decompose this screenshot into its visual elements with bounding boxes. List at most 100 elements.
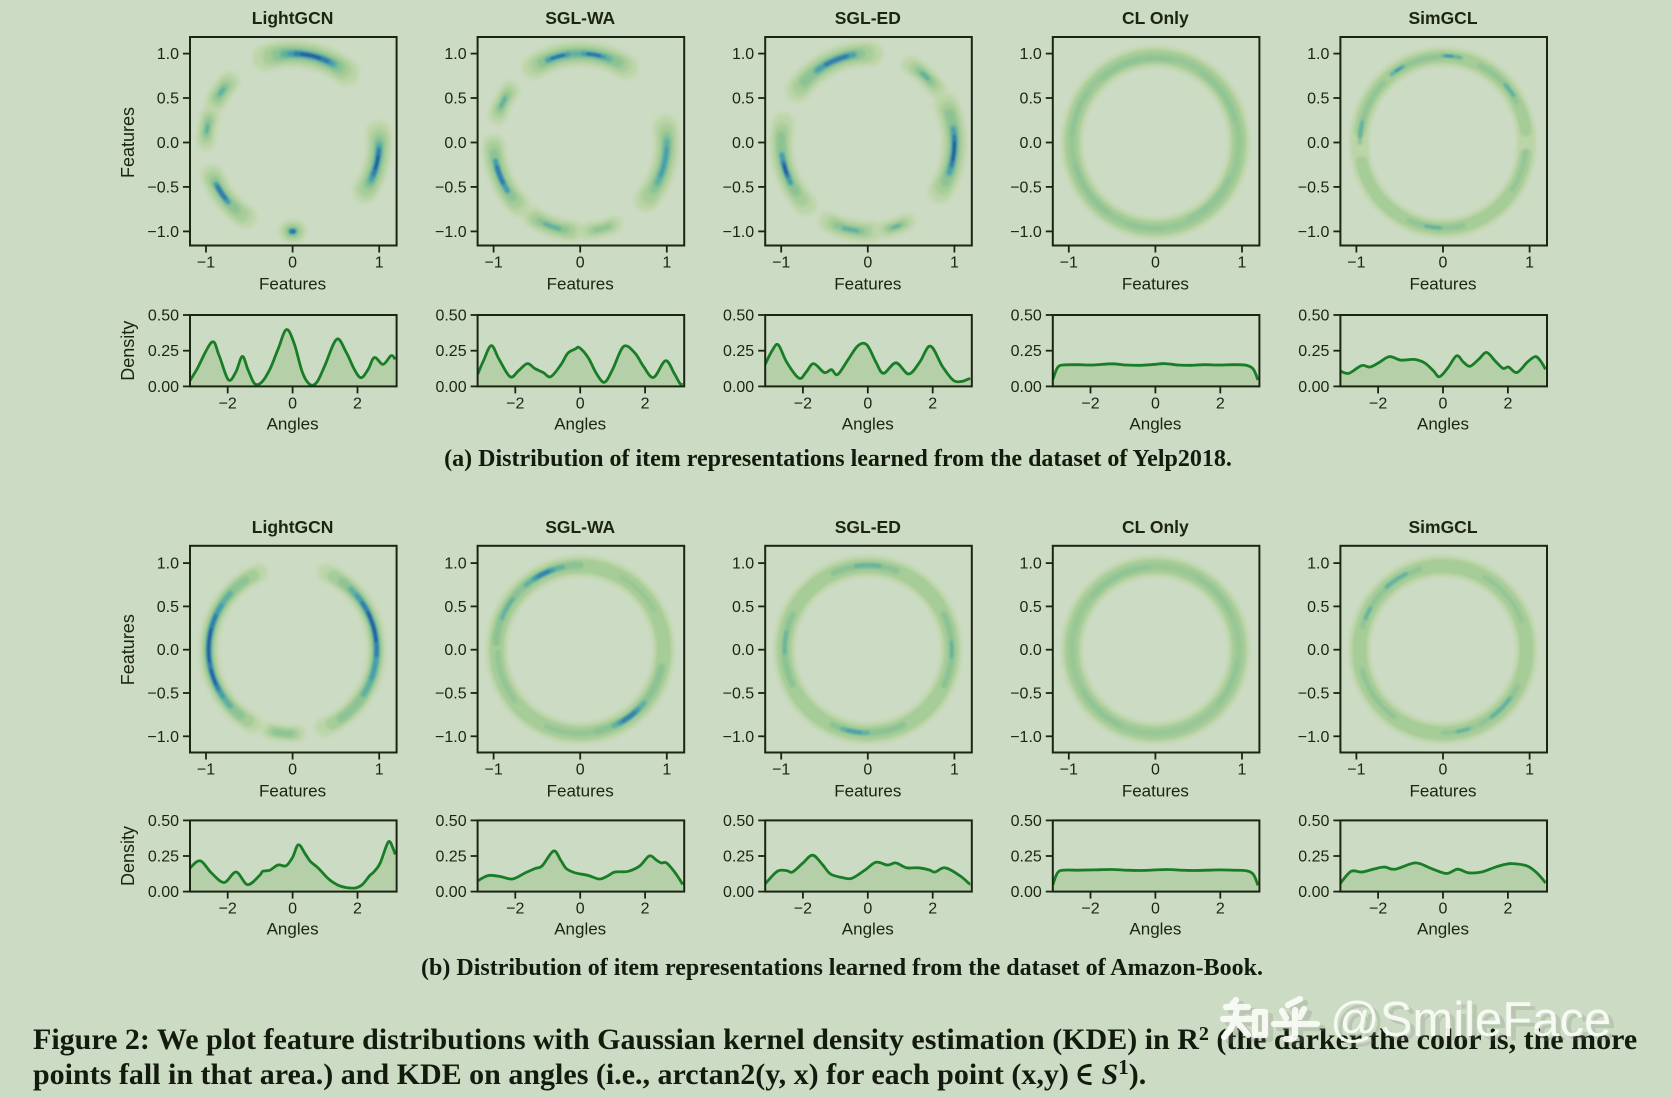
svg-text:1: 1 [1238,762,1247,779]
svg-text:0.5: 0.5 [444,599,466,616]
svg-text:2: 2 [641,901,650,918]
svg-text:0.00: 0.00 [723,379,754,396]
svg-text:0: 0 [576,762,585,779]
svg-text:−2: −2 [794,901,812,918]
svg-text:Angles: Angles [1129,920,1181,939]
svg-text:−0.5: −0.5 [435,179,467,196]
svg-text:0.25: 0.25 [1011,849,1042,866]
svg-text:1.0: 1.0 [732,46,754,63]
svg-text:(a) Distribution of item repre: (a) Distribution of item representations… [444,446,1232,472]
svg-text:0: 0 [863,762,872,779]
svg-text:2: 2 [1216,901,1225,918]
svg-text:−0.5: −0.5 [1010,179,1042,196]
svg-text:0.00: 0.00 [1011,379,1042,396]
svg-text:Features: Features [118,614,138,685]
svg-text:Features: Features [834,275,901,294]
svg-text:−1: −1 [772,255,790,272]
svg-text:0.50: 0.50 [1011,813,1042,830]
svg-text:−1.0: −1.0 [1298,729,1330,746]
svg-text:0: 0 [863,901,872,918]
svg-text:LightGCN: LightGCN [252,8,334,28]
svg-text:Features: Features [259,275,326,294]
svg-text:−0.5: −0.5 [435,686,467,703]
svg-text:CL Only: CL Only [1122,8,1189,28]
svg-text:−1.0: −1.0 [147,729,179,746]
svg-text:0.5: 0.5 [732,91,754,108]
svg-text:0.50: 0.50 [723,308,754,325]
svg-text:1: 1 [1238,255,1247,272]
svg-text:1: 1 [1525,762,1534,779]
svg-text:0.50: 0.50 [1298,308,1329,325]
svg-text:−2: −2 [506,395,524,412]
svg-text:0.00: 0.00 [723,884,754,901]
svg-text:−2: −2 [1369,901,1387,918]
svg-text:−1: −1 [197,762,215,779]
svg-text:0.50: 0.50 [148,308,179,325]
svg-text:SGL-ED: SGL-ED [835,517,901,537]
svg-text:1.0: 1.0 [444,46,466,63]
svg-text:−0.5: −0.5 [147,686,179,703]
svg-text:−1.0: −1.0 [435,224,467,241]
svg-text:−1: −1 [1060,762,1078,779]
svg-text:0.0: 0.0 [732,135,754,152]
svg-text:0: 0 [863,255,872,272]
svg-text:−1.0: −1.0 [1010,729,1042,746]
svg-text:0.5: 0.5 [444,91,466,108]
svg-text:CL Only: CL Only [1122,517,1189,537]
svg-text:Angles: Angles [842,920,894,939]
svg-text:0.00: 0.00 [148,379,179,396]
svg-text:2: 2 [1216,395,1225,412]
svg-text:−0.5: −0.5 [147,179,179,196]
svg-text:−1: −1 [772,762,790,779]
svg-text:2: 2 [353,395,362,412]
svg-text:0: 0 [288,901,297,918]
svg-text:0.25: 0.25 [435,343,466,360]
svg-text:1.0: 1.0 [157,46,179,63]
svg-text:1: 1 [662,762,671,779]
svg-text:SGL-WA: SGL-WA [545,517,615,537]
svg-text:points fall in that area.) and: points fall in that area.) and KDE on an… [33,1058,1069,1091]
svg-text:2: 2 [1503,395,1512,412]
svg-text:−2: −2 [1081,901,1099,918]
svg-text:0: 0 [863,395,872,412]
svg-text:−1: −1 [1347,762,1365,779]
svg-text:−0.5: −0.5 [1010,686,1042,703]
svg-text:2: 2 [641,395,650,412]
svg-text:Angles: Angles [1417,920,1469,939]
svg-text:−1: −1 [484,762,502,779]
svg-text:−2: −2 [794,395,812,412]
svg-text:0.00: 0.00 [1011,884,1042,901]
svg-text:0.00: 0.00 [148,884,179,901]
svg-text:Features: Features [834,782,901,801]
svg-text:Features: Features [259,782,326,801]
svg-text:Angles: Angles [842,414,894,433]
svg-text:0.0: 0.0 [444,135,466,152]
svg-text:0: 0 [576,395,585,412]
svg-text:0: 0 [1151,762,1160,779]
svg-text:Angles: Angles [554,414,606,433]
svg-text:0.0: 0.0 [157,642,179,659]
svg-text:1: 1 [662,255,671,272]
svg-text:0.25: 0.25 [148,343,179,360]
svg-text:0.00: 0.00 [435,884,466,901]
svg-text:0.25: 0.25 [723,849,754,866]
svg-text:1.0: 1.0 [1020,46,1042,63]
svg-text:2: 2 [353,901,362,918]
svg-text:1: 1 [375,762,384,779]
svg-text:−1.0: −1.0 [435,729,467,746]
svg-text:0.25: 0.25 [1011,343,1042,360]
svg-text:1.0: 1.0 [732,556,754,573]
svg-text:0: 0 [1151,255,1160,272]
svg-text:−2: −2 [506,901,524,918]
svg-text:0.5: 0.5 [157,599,179,616]
svg-text:Angles: Angles [1417,414,1469,433]
svg-text:0: 0 [288,395,297,412]
svg-text:Features: Features [1409,275,1476,294]
svg-text:0.25: 0.25 [723,343,754,360]
svg-text:−1.0: −1.0 [1298,224,1330,241]
svg-text:Angles: Angles [267,920,319,939]
svg-text:0: 0 [1151,395,1160,412]
svg-text:0.5: 0.5 [1020,91,1042,108]
svg-text:−0.5: −0.5 [723,179,755,196]
svg-text:−1: −1 [1347,255,1365,272]
